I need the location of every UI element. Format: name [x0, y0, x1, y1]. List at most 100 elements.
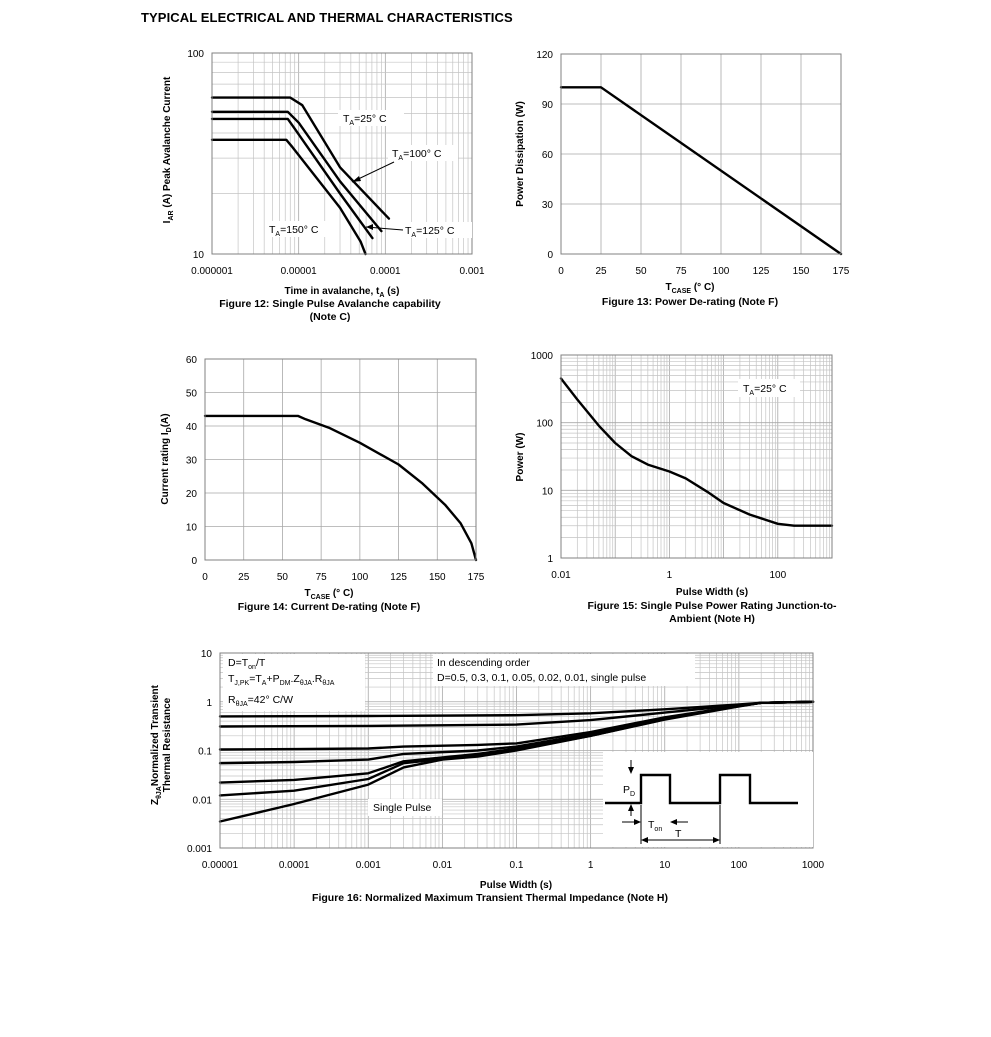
- fig12-xtick-label: 0.0001: [370, 266, 401, 277]
- fig16-pulse-waveform: [605, 773, 798, 805]
- fig16-single-pulse-label: Single Pulse: [373, 802, 432, 814]
- fig15-ytick-label: 10: [542, 486, 554, 497]
- fig13-ytick-label: 90: [542, 100, 554, 111]
- fig13-plot-frame: [560, 53, 842, 255]
- fig16-xtick-label: 1: [588, 860, 594, 871]
- fig16-xtick-label: 100: [731, 860, 748, 871]
- fig16-ylabel-line2: Thermal Resistance: [162, 697, 173, 792]
- fig16-notes-box: [223, 654, 365, 711]
- fig16-t-label: T: [675, 828, 682, 840]
- fig14-xtick-label: 100: [352, 572, 369, 583]
- fig14-curve-series-0: [203, 414, 478, 562]
- figure-15: 0.01 1 100 1 10 100 1000 TA=25° C Pulse Width …: [515, 351, 837, 625]
- fig16-ton-arrowhead-right: [670, 819, 677, 825]
- fig12-label-box-25: [338, 110, 404, 126]
- fig13-xtick-label: 25: [595, 266, 607, 277]
- figure-13: 0 25 50 75 100 125 150 175 0 30 60 90 120 TCASE (° C…: [515, 50, 850, 308]
- fig15-xtick-label: 0.01: [551, 570, 571, 581]
- fig16-note-duty: D=Ton/T: [228, 657, 266, 671]
- fig13-xtick-label: 100: [713, 266, 730, 277]
- fig12-caption-line1: Figure 12: Single Pulse Avalanche capabi…: [219, 298, 441, 310]
- fig12-curve-ta-150-c: [210, 138, 367, 256]
- fig16-single-pulse-box: [368, 799, 442, 816]
- fig15-xtick-label: 1: [667, 570, 673, 581]
- fig14-xtick-label: 0: [202, 572, 208, 583]
- fig16-pd-arrowhead-top: [628, 767, 634, 774]
- fig14-ylabel: Current rating ID(A): [160, 413, 173, 504]
- fig15-ytick-label: 1000: [531, 351, 554, 362]
- fig14-xlabel: TCASE (° C): [305, 588, 354, 601]
- fig13-ytick-label: 30: [542, 200, 554, 211]
- fig12-xtick-label: 0.00001: [281, 266, 318, 277]
- fig16-ytick-label: 1: [206, 698, 212, 709]
- fig13-xtick-label: 175: [833, 266, 850, 277]
- fig12-label-box-125: [402, 222, 472, 238]
- fig13-ytick-label: 60: [542, 150, 554, 161]
- fig13-xtick-label: 75: [675, 266, 687, 277]
- fig16-xtick-label: 0.00001: [202, 860, 239, 871]
- fig16-note-tj: TJ,PK=TA+PDM.ZθJA.RθJA: [228, 673, 335, 687]
- fig12-label-125c: TA=125° C: [405, 225, 455, 239]
- fig13-xtick-label: 50: [635, 266, 647, 277]
- fig16-xtick-label: 0.001: [356, 860, 381, 871]
- fig14-xtick-label: 150: [429, 572, 446, 583]
- fig16-order-line2: D=0.5, 0.3, 0.1, 0.05, 0.02, 0.01, singl…: [437, 672, 646, 684]
- fig13-xtick-label: 150: [793, 266, 810, 277]
- fig16-ytick-label: 10: [201, 649, 213, 660]
- fig12-label-25c: TA=25° C: [343, 113, 387, 127]
- fig12-ytick-label: 10: [193, 250, 205, 261]
- fig15-caption-line2: Ambient (Note H): [669, 613, 755, 625]
- figure-14: 0 25 50 75 100 125 150 175 0 10 20 30 40 50 60 TCASE (…: [160, 355, 485, 613]
- fig16-caption: Figure 16: Normalized Maximum Transient …: [312, 892, 668, 904]
- fig14-ytick-label: 10: [186, 523, 198, 534]
- fig16-xtick-label: 0.0001: [279, 860, 310, 871]
- figure-12: 0.000001 0.00001 0.0001 0.001 10 100 TA=25° C…: [162, 49, 485, 323]
- fig12-arrowhead-125c: [366, 224, 373, 230]
- fig16-t-arrowhead-right: [713, 837, 720, 843]
- fig14-xtick-label: 50: [277, 572, 289, 583]
- fig12-caption-line2: (Note C): [310, 311, 351, 323]
- fig16-ton-arrowhead-left: [634, 819, 641, 825]
- fig16-pd-label: PD: [623, 784, 635, 798]
- fig16-xtick-label: 10: [659, 860, 671, 871]
- fig12-curve-ta-25-c: [210, 96, 391, 220]
- fig13-xlabel: TCASE (° C): [666, 282, 715, 295]
- page-title: TYPICAL ELECTRICAL AND THERMAL CHARACTER…: [141, 10, 513, 25]
- fig16-t-arrowhead-left: [641, 837, 648, 843]
- fig14-xtick-label: 25: [238, 572, 250, 583]
- fig15-ytick-label: 1: [547, 554, 553, 565]
- fig15-ytick-label: 100: [536, 419, 553, 430]
- fig16-xtick-label: 1000: [802, 860, 825, 871]
- fig16-pulse-inset-bg: [603, 752, 813, 847]
- fig13-ytick-label: 120: [536, 50, 553, 61]
- fig14-ytick-label: 0: [191, 556, 197, 567]
- fig13-curve-series-0: [559, 86, 843, 256]
- fig13-ylabel: Power Dissipation (W): [515, 101, 526, 207]
- fig13-caption: Figure 13: Power De-rating (Note F): [602, 296, 778, 308]
- fig16-ytick-label: 0.1: [198, 747, 212, 758]
- fig13-xtick-label: 125: [753, 266, 770, 277]
- fig15-plot-frame: [560, 354, 833, 559]
- fig15-label-box: [738, 379, 800, 397]
- fig16-xtick-label: 0.01: [433, 860, 453, 871]
- fig15-label-25c: TA=25° C: [743, 383, 787, 397]
- fig15-curve-series-0: [559, 377, 834, 527]
- fig15-xlabel: Pulse Width (s): [676, 587, 748, 598]
- fig16-curve-single-pulse: [218, 700, 815, 823]
- fig12-xlabel: Time in avalanche, tA (s): [285, 286, 400, 299]
- fig14-ytick-label: 60: [186, 355, 198, 366]
- fig12-xtick-label: 0.001: [459, 266, 484, 277]
- fig13-xtick-label: 0: [558, 266, 564, 277]
- fig12-plot-frame: [211, 52, 473, 255]
- fig12-label-box-100: [388, 145, 458, 161]
- fig14-xtick-label: 75: [316, 572, 328, 583]
- fig14-caption: Figure 14: Current De-rating (Note F): [238, 601, 421, 613]
- fig12-label-100c: TA=100° C: [392, 148, 442, 162]
- fig15-ylabel: Power (W): [515, 433, 526, 482]
- fig12-xtick-label: 0.000001: [191, 266, 233, 277]
- fig14-xtick-label: 175: [468, 572, 485, 583]
- fig12-ytick-label: 100: [187, 49, 204, 60]
- fig16-xtick-label: 0.1: [510, 860, 524, 871]
- fig12-label-150c: TA=150° C: [269, 224, 319, 238]
